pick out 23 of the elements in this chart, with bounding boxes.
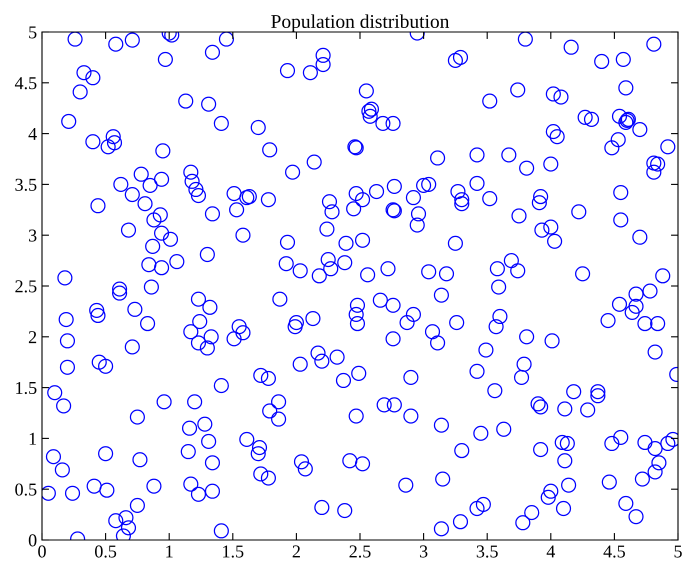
y-tick-label: 3	[28, 230, 36, 242]
x-tick-label: 3.5	[476, 545, 498, 558]
x-tick-label: 1.5	[223, 545, 244, 558]
y-tick-label: 1	[30, 432, 36, 445]
x-tick-label: 2	[292, 545, 300, 558]
chart-title: Population distribution	[271, 14, 450, 32]
x-tick-label: 4.5	[603, 546, 625, 558]
y-tick-label: 0.5	[15, 483, 36, 496]
x-tick-label: 1	[166, 545, 173, 558]
y-tick-label: 4.5	[14, 77, 36, 90]
x-tick-label: 5	[674, 546, 682, 558]
x-tick-label: 3	[420, 545, 428, 558]
y-tick-label: 3.5	[15, 178, 36, 191]
y-tick-label: 1.5	[16, 382, 36, 394]
y-tick-label: 0	[28, 534, 36, 546]
x-tick-label: 2.5	[350, 545, 371, 558]
x-tick-label: 4	[546, 546, 556, 558]
y-tick-label: 4	[28, 128, 37, 140]
y-tick-label: 2	[28, 331, 36, 344]
x-tick-label: 0	[38, 545, 46, 558]
x-tick-label: 0.5	[95, 545, 116, 558]
y-tick-label: 5	[29, 26, 36, 38]
y-tick-label: 2.5	[15, 280, 36, 293]
